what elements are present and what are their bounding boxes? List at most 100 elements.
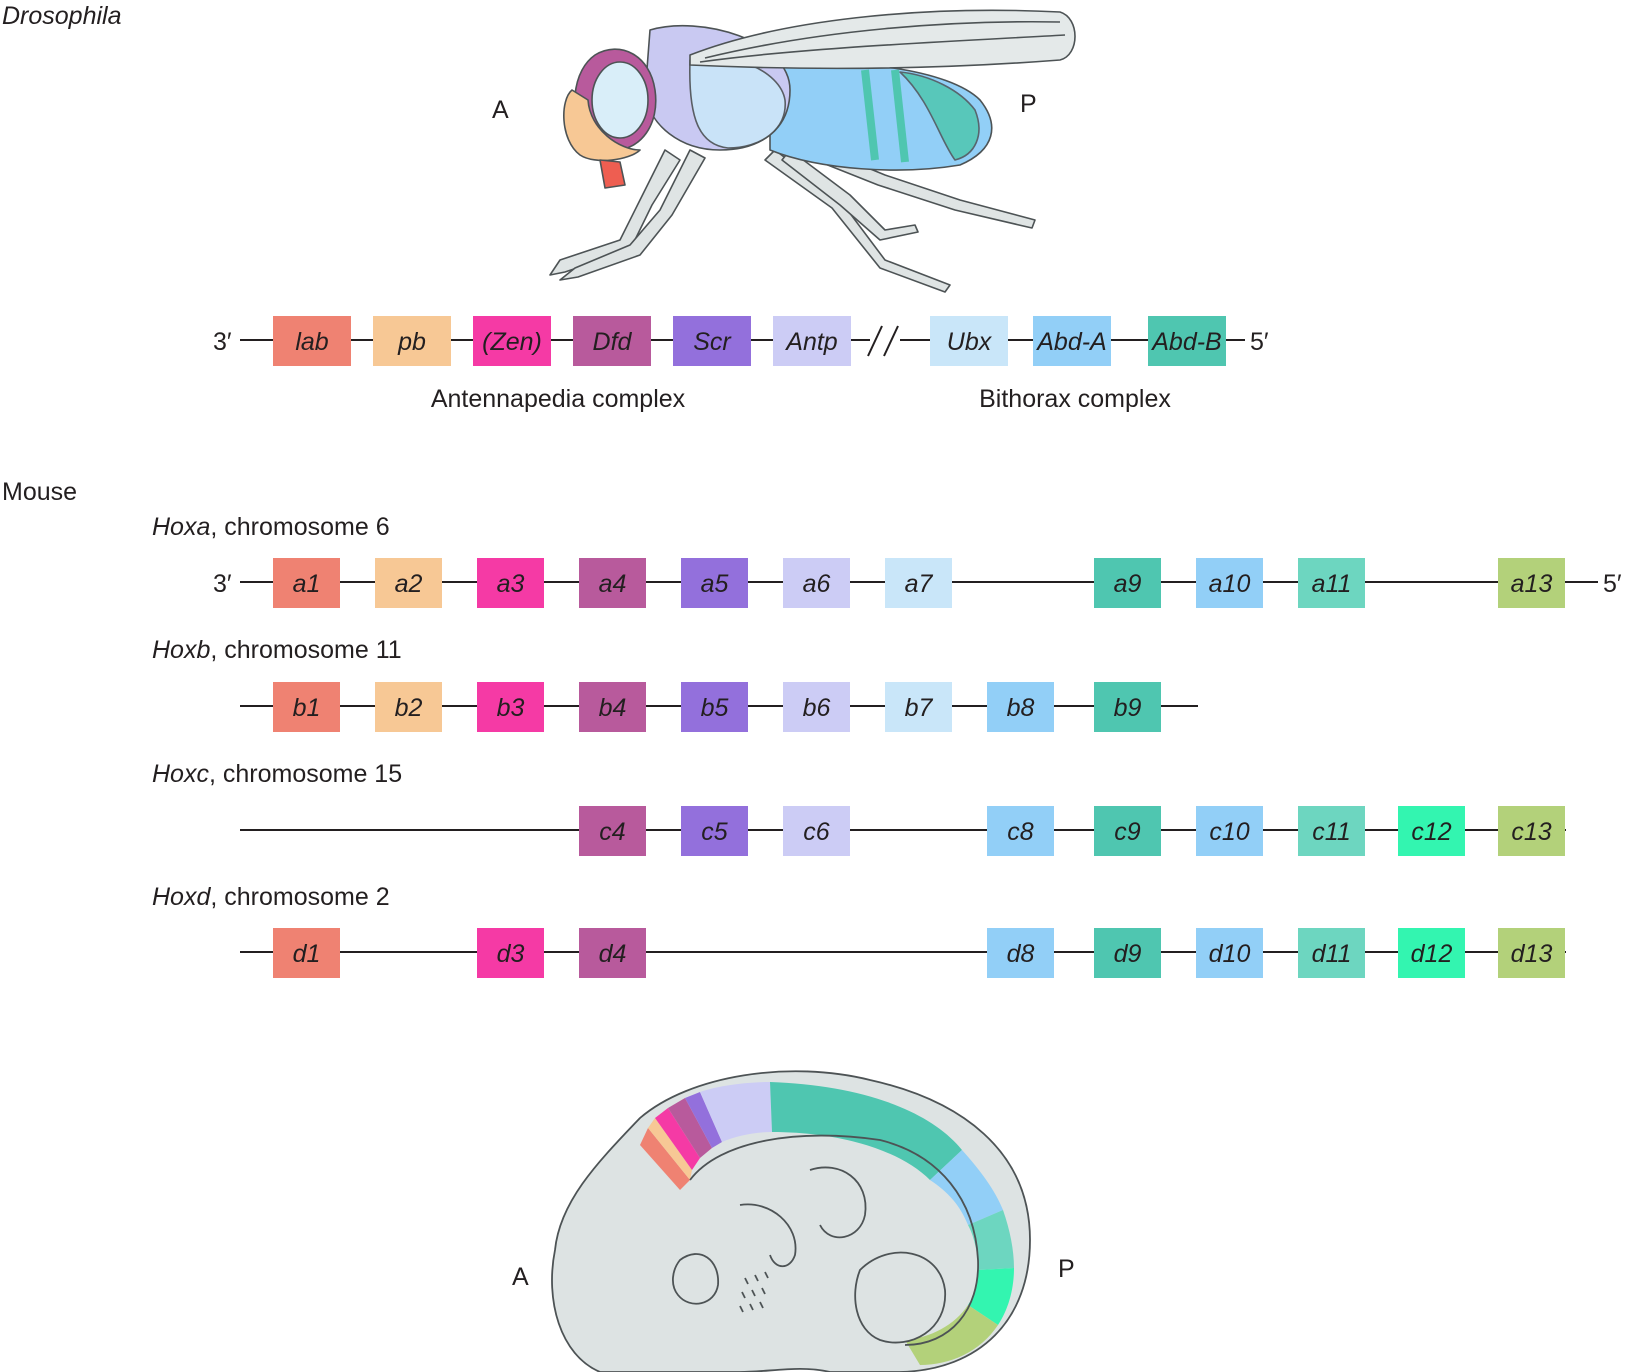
hoxc-gene-label-7: c12	[1411, 818, 1451, 846]
hoxb-gene-label-5: b6	[803, 694, 831, 722]
hoxa-gene-label-6: a7	[905, 570, 934, 598]
hoxb-name: Hoxb	[152, 636, 210, 664]
fly-anterior-label: A	[492, 96, 509, 124]
hoxc-gene-box-8	[1498, 806, 1565, 856]
hoxc-gene-box-5	[1196, 806, 1263, 856]
hoxa-gene-box-3	[579, 558, 646, 608]
hoxa-gene-label-2: a3	[497, 570, 525, 598]
hoxd-gene-label-0: d1	[293, 940, 321, 968]
hoxa-3-prime-label: 3′	[213, 570, 232, 598]
fly-gene-box-6	[930, 316, 1008, 366]
hoxa-gene-box-7	[1094, 558, 1161, 608]
hoxd-gene-box-1	[477, 928, 544, 978]
hoxa-gene-label-8: a10	[1209, 570, 1251, 598]
fly-gene-label-7: Abd-A	[1035, 328, 1106, 356]
hoxd-gene-box-5	[1196, 928, 1263, 978]
mouse-embryo-illustration	[551, 1070, 1031, 1372]
hoxb-gene-box-0	[273, 682, 340, 732]
fly-5-prime-label: 5′	[1250, 328, 1269, 356]
hoxc-gene-label-1: c5	[701, 818, 728, 846]
hoxc-gene-label-5: c10	[1209, 818, 1249, 846]
hoxa-gene-box-8	[1196, 558, 1263, 608]
fly-gene-label-6: Ubx	[947, 328, 993, 356]
hoxa-gene-label-7: a9	[1114, 570, 1142, 598]
hoxb-gene-label-2: b3	[497, 694, 525, 722]
fly-break-mark-2	[883, 325, 899, 357]
hoxc-gene-box-1	[681, 806, 748, 856]
bithorax-complex-label: Bithorax complex	[979, 385, 1171, 413]
hoxd-gene-label-4: d9	[1114, 940, 1142, 968]
hoxa-gene-box-0	[273, 558, 340, 608]
fly-gene-label-1: pb	[397, 328, 426, 356]
hoxb-gene-box-5	[783, 682, 850, 732]
hoxa-gene-label-4: a5	[701, 570, 729, 598]
hoxc-gene-label-6: c11	[1312, 818, 1350, 846]
fly-gene-label-4: Scr	[693, 328, 732, 356]
hoxd-gene-box-2	[579, 928, 646, 978]
hoxb-chromosome: , chromosome 11	[210, 636, 401, 664]
hoxb-gene-label-6: b7	[905, 694, 934, 722]
hoxd-gene-box-0	[273, 928, 340, 978]
hoxa-gene-label-5: a6	[803, 570, 831, 598]
hoxb-gene-label-8: b9	[1114, 694, 1142, 722]
hoxc-gene-box-6	[1298, 806, 1365, 856]
fly-gene-box-2	[473, 316, 551, 366]
fly-break-mark-1	[867, 325, 883, 357]
hoxc-gene-box-2	[783, 806, 850, 856]
hoxb-gene-box-7	[987, 682, 1054, 732]
hoxb-cluster: Hoxb, chromosome 11 b1 b2 b3 b4 b5 b6 b7 b8 b9	[152, 636, 1198, 732]
fly-posterior-label: P	[1020, 90, 1037, 118]
hoxc-gene-label-0: c4	[599, 818, 625, 846]
fly-gene-box-4	[673, 316, 751, 366]
fly-gene-label-0: lab	[295, 328, 328, 356]
hoxd-gene-label-6: d11	[1312, 940, 1352, 968]
hoxb-gene-box-2	[477, 682, 544, 732]
hoxd-gene-label-1: d3	[497, 940, 525, 968]
hoxa-name: Hoxa	[152, 513, 210, 541]
embryo-posterior-label: P	[1058, 1255, 1075, 1283]
hoxa-gene-label-9: a11	[1312, 570, 1352, 598]
hoxc-gene-box-0	[579, 806, 646, 856]
fly-gene-box-1	[373, 316, 451, 366]
hoxa-gene-box-6	[885, 558, 952, 608]
fly-illustration	[549, 9, 1076, 293]
hoxa-gene-box-9	[1298, 558, 1365, 608]
hoxb-gene-label-1: b2	[395, 694, 423, 722]
hoxd-gene-label-2: d4	[599, 940, 627, 968]
fly-gene-label-8: Abd-B	[1150, 328, 1221, 356]
hoxa-chromosome: , chromosome 6	[210, 513, 389, 541]
hoxa-gene-label-1: a2	[395, 570, 423, 598]
hoxa-5-prime-label: 5′	[1603, 570, 1622, 598]
fly-gene-box-0	[273, 316, 351, 366]
fly-gene-box-3	[573, 316, 651, 366]
hoxc-gene-label-8: c13	[1511, 818, 1551, 846]
hoxb-gene-label-4: b5	[701, 694, 729, 722]
hoxc-gene-box-4	[1094, 806, 1161, 856]
fly-gene-label-2: (Zen)	[482, 328, 542, 356]
hoxa-gene-label-3: a4	[599, 570, 627, 598]
hoxa-gene-label-0: a1	[293, 570, 321, 598]
hoxc-title: Hoxc, chromosome 15	[152, 760, 402, 788]
fly-3-prime-label: 3′	[213, 328, 232, 356]
hoxd-title: Hoxd, chromosome 2	[152, 883, 390, 911]
fly-gene-row: 3′ 5′ lab pb (Zen) Dfd Scr Antp Ubx Abd-A Abd-B	[213, 316, 1269, 366]
hoxd-gene-label-8: d13	[1511, 940, 1553, 968]
drosophila-label: Drosophila	[2, 2, 122, 30]
hoxd-gene-box-8	[1498, 928, 1565, 978]
fly-gene-label-5: Antp	[784, 328, 838, 356]
fly-gene-box-5	[773, 316, 851, 366]
fly-gene-box-7	[1033, 316, 1111, 366]
hoxb-gene-box-6	[885, 682, 952, 732]
hoxb-gene-box-4	[681, 682, 748, 732]
hoxc-chromosome: , chromosome 15	[209, 760, 402, 788]
hoxb-gene-label-7: b8	[1007, 694, 1035, 722]
hoxd-chromosome: , chromosome 2	[210, 883, 389, 911]
hoxa-gene-box-4	[681, 558, 748, 608]
hoxd-cluster: Hoxd, chromosome 2 d1 d3 d4 d8 d9 d10 d11 d12 d1…	[152, 883, 1566, 978]
hoxa-title: Hoxa, chromosome 6	[152, 513, 390, 541]
hoxd-name: Hoxd	[152, 883, 211, 911]
hoxa-gene-box-1	[375, 558, 442, 608]
hoxc-name: Hoxc	[152, 760, 209, 788]
hoxb-title: Hoxb, chromosome 11	[152, 636, 402, 664]
